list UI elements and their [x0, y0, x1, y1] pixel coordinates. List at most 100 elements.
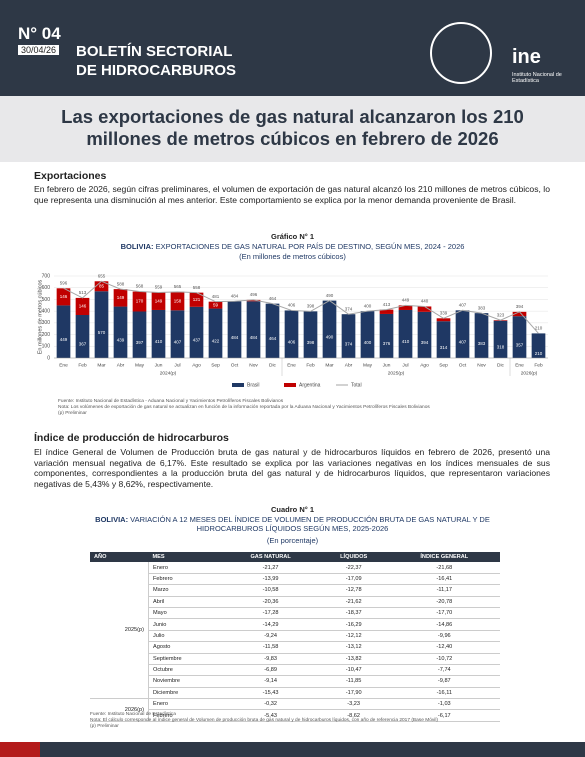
data-label: 398: [307, 304, 315, 309]
y-tick-label: 600: [42, 285, 51, 291]
month-cell: Marzo: [148, 584, 223, 597]
data-label: 383: [478, 341, 486, 346]
table-row: 2025(p) Enero -21,27 -22,37 -21,68: [90, 562, 500, 700]
value-cell: -16,11: [388, 687, 500, 700]
month-cell: Septiembre: [148, 653, 223, 665]
month-cell: Octubre: [148, 664, 223, 677]
value-cell: -5,43: [222, 709, 319, 722]
data-label: 565: [174, 284, 182, 289]
data-label: 437: [193, 338, 201, 343]
data-label: 146: [79, 304, 87, 309]
value-cell: -13,82: [318, 653, 389, 665]
value-cell: -11,17: [388, 584, 500, 597]
value-cell: -9,96: [388, 630, 500, 643]
table-source: Fuente: Instituto Nacional de Estadístic…: [90, 712, 438, 730]
bulletin-date: 30/04/26: [18, 45, 60, 55]
x-tick-label: Ene: [287, 362, 296, 368]
value-cell: -17,70: [388, 607, 500, 620]
prelim: (p) Preliminar: [90, 724, 119, 729]
data-table: AÑO MES GAS NATURAL LÍQUIDOS ÍNDICE GENERAL 2…: [90, 552, 500, 722]
legend-label: Argentina: [299, 382, 321, 388]
data-label: 570: [98, 330, 106, 335]
x-tick-label: Jun: [155, 362, 163, 368]
year-label: 2025(p): [388, 370, 405, 376]
bar-brasil: [227, 301, 242, 358]
bar-argentina: [132, 291, 147, 312]
header-row: AÑO MES GAS NATURAL LÍQUIDOS ÍNDICE GENERAL: [90, 552, 500, 563]
bar-brasil: [436, 321, 451, 358]
bar-brasil: [474, 313, 489, 358]
data-label: 407: [459, 339, 467, 344]
bar-brasil: [265, 303, 280, 358]
value-cell: -6,17: [388, 709, 500, 722]
data-label: 398: [307, 340, 315, 345]
title-line: DE HIDROCARBUROS: [76, 62, 237, 79]
data-label: 394: [421, 340, 429, 345]
value-cell: -20,36: [222, 596, 319, 608]
table-row: Marzo -10,58 -12,78 -11,17: [90, 584, 500, 597]
value-cell: -10,58: [222, 584, 319, 597]
y-tick-label: 500: [42, 297, 51, 303]
data-label: 210: [535, 351, 543, 356]
value-cell: -6,89: [222, 664, 319, 677]
data-label: 406: [288, 303, 296, 308]
x-tick-label: Sep: [211, 362, 220, 368]
bar-brasil: [360, 311, 375, 358]
y-tick-label: 200: [42, 332, 51, 338]
column-header: LÍQUIDOS: [318, 552, 389, 563]
x-tick-label: Ago: [192, 362, 201, 368]
source: Fuente: Instituto Nacional de Estadístic…: [58, 399, 284, 404]
paragraph: El índice General de Volumen de Producci…: [34, 447, 550, 489]
data-label: 558: [193, 285, 201, 290]
logo-caption: Instituto Nacional de Estadística: [512, 72, 562, 84]
value-cell: -18,37: [318, 607, 389, 620]
column-header: MES: [148, 552, 223, 563]
table-row: Mayo -17,28 -18,37 -17,70: [90, 607, 500, 620]
bar-brasil: [189, 306, 204, 358]
x-tick-label: Jul: [174, 362, 180, 368]
value-cell: -8,62: [318, 709, 389, 722]
month-cell: Febrero: [148, 573, 223, 586]
bar-argentina: [398, 305, 413, 310]
prelim: (p) Preliminar: [58, 411, 87, 416]
month-cell: Agosto: [148, 641, 223, 654]
value-cell: -9,24: [222, 630, 319, 643]
table-subtitle: (En porcentaje): [266, 536, 319, 545]
value-cell: -20,78: [388, 596, 500, 608]
value-cell: -10,72: [388, 653, 500, 665]
bar-brasil: [132, 311, 147, 358]
x-tick-label: Dic: [269, 362, 277, 368]
data-label: 588: [117, 281, 125, 286]
data-label: 464: [269, 336, 277, 341]
value-cell: -12,40: [388, 641, 500, 654]
value-cell: -10,47: [318, 664, 389, 677]
data-label: 513: [79, 290, 87, 295]
x-tick-label: Feb: [534, 362, 543, 368]
table-row: Agosto -11,58 -13,12 -12,40: [90, 641, 500, 654]
table-row: Diciembre -15,43 -17,90 -16,11: [90, 687, 500, 700]
data-label: 439: [117, 337, 125, 342]
value-cell: -9,87: [388, 675, 500, 688]
bar-argentina: [170, 291, 185, 311]
value-cell: -11,85: [318, 675, 389, 688]
y-tick-label: 100: [42, 344, 51, 350]
bar-brasil: [113, 306, 128, 358]
bar-argentina: [246, 299, 261, 302]
value-cell: -12,12: [318, 630, 389, 643]
table-row: Junio -14,29 -16,29 -14,86: [90, 618, 500, 631]
table-label: Cuadro N° 1: [270, 505, 314, 514]
month-cell: Junio: [148, 618, 223, 631]
data-label: 170: [136, 299, 144, 304]
headline: Las exportaciones de gas natural alcanza…: [61, 106, 524, 149]
bar-argentina: [94, 281, 109, 292]
bar-brasil: [322, 300, 337, 358]
bar-brasil: [417, 311, 432, 358]
x-tick-label: Jun: [383, 362, 391, 368]
month-cell: Noviembre: [148, 675, 223, 688]
year-label: 2026(p): [521, 370, 538, 376]
x-tick-label: Feb: [78, 362, 87, 368]
data-label: 318: [497, 345, 505, 350]
source: Fuente: Instituto Nacional de Estadístic…: [90, 712, 176, 717]
chart-source: Fuente: Instituto Nacional de Estadístic…: [58, 399, 430, 417]
